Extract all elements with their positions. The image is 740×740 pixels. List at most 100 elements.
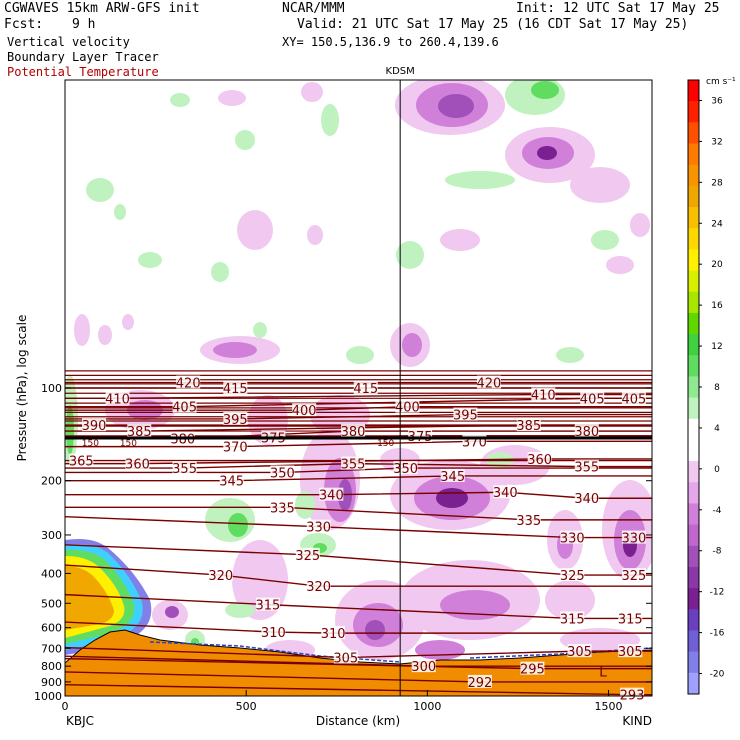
theta-label-bg [353,381,378,394]
colorbar-swatch [688,630,699,653]
theta-label: 325 [560,569,585,584]
colorbar-label: 8 [714,383,720,393]
theta-contour-345 [65,475,652,482]
theta-label: 420 [176,377,201,392]
theta-label-bg [255,597,280,611]
theta-label-bg [560,611,585,625]
colorbar-swatch [688,545,699,568]
theta-label-bg [527,451,552,465]
theta-label-bg [560,530,585,544]
colorbar-unit: cm s⁻¹ [706,77,736,87]
colorbar-swatch [688,503,699,526]
theta-label-bg [127,424,152,438]
theta-label: 335 [270,501,295,516]
theta-label-bg [567,644,592,658]
left-station-label: KBJC [66,714,94,728]
theta-label: 365 [69,455,94,470]
theta-label-bg [319,487,344,501]
theta-label: 405 [172,401,197,416]
theta-label: 330 [621,532,646,547]
theta-label-bg [520,661,545,675]
theta-label: 295 [520,663,545,678]
chart-annotation: 150 [82,439,99,449]
theta-label-bg [516,512,541,526]
theta-label-bg [467,674,492,688]
theta-label: 355 [172,462,197,477]
theta-label: 300 [411,660,436,675]
theta-label: 340 [493,486,518,501]
theta-label: 310 [261,626,286,641]
theta-label-bg [621,391,646,405]
theta-contour-320 [65,564,652,587]
colorbar-swatch [688,101,699,123]
theta-label-bg [574,424,599,438]
theta-label: 350 [270,466,295,481]
colorbar-label: -8 [713,547,722,557]
colorbar-swatch [688,355,699,377]
theta-label: 370 [223,441,248,456]
colorbar-swatch [688,588,699,610]
theta-label-bg [574,459,599,473]
y-tick-label: 600 [41,622,62,635]
theta-label-bg [208,568,233,582]
colorbar-label: 28 [711,178,723,188]
chart-annotation: 150 [120,439,137,449]
colorbar-swatch [688,143,699,166]
theta-label: 405 [580,392,605,407]
y-tick-label: 900 [41,676,62,689]
theta-label-bg [393,461,418,475]
theta-label: 320 [306,580,331,595]
theta-label: 340 [319,489,344,504]
colorbar-swatch [688,461,699,483]
theta-label: 330 [306,521,331,536]
theta-label: 345 [219,475,244,490]
theta-label-bg [440,468,465,482]
theta-label: 415 [223,382,248,397]
field-potential-temperature: Potential Temperature [7,65,159,79]
theta-label-bg [620,687,645,701]
theta-label: 315 [560,612,585,627]
theta-label: 360 [125,458,150,473]
colorbar-swatch [688,80,699,102]
colorbar-label: 0 [714,465,720,475]
colorbar-swatch [688,418,699,441]
theta-label-bg [261,625,286,639]
theta-labels: 420 420 415 415 410 410 405 405 405 400 400 395 395 3… [69,375,646,704]
theta-label-bg [292,403,317,417]
colorbar-swatch [688,334,699,356]
theta-label-bg [516,418,541,432]
theta-label-bg [531,387,556,401]
theta-label: 292 [467,676,492,691]
theta-label-bg [69,453,94,467]
theta-label-bg [270,500,295,514]
theta-label: 390 [82,419,107,434]
colorbar-swatch [688,397,699,420]
y-tick-label: 700 [41,642,62,655]
theta-label-bg [306,579,331,593]
theta-label-bg [574,491,599,505]
y-tick-label: 200 [41,475,62,488]
org-label: NCAR/MMM [282,1,345,16]
theta-label-bg [341,456,366,470]
theta-contour-335 [65,506,652,521]
colorbar-swatch [688,566,699,589]
theta-label: 380 [170,433,195,448]
x-axis-title: Distance (km) [316,714,400,728]
y-axis-title: Pressure (hPa), log scale [15,315,29,462]
y-tick-label: 100 [41,382,62,395]
theta-label: 345 [440,470,465,485]
theta-label-bg [321,626,346,640]
theta-label: 395 [223,413,248,428]
x-tick-label: 0 [62,700,69,713]
colorbar-swatch [688,164,699,187]
theta-label: 325 [295,549,320,564]
x-axis: 0 500 1000 1500 [62,690,623,713]
colorbar-swatch [688,312,699,335]
colorbar-swatch [688,482,699,504]
theta-label-bg [125,456,150,470]
theta-label: 320 [208,569,233,584]
x-tick-label: 1000 [413,700,441,713]
theta-label: 355 [341,458,366,473]
